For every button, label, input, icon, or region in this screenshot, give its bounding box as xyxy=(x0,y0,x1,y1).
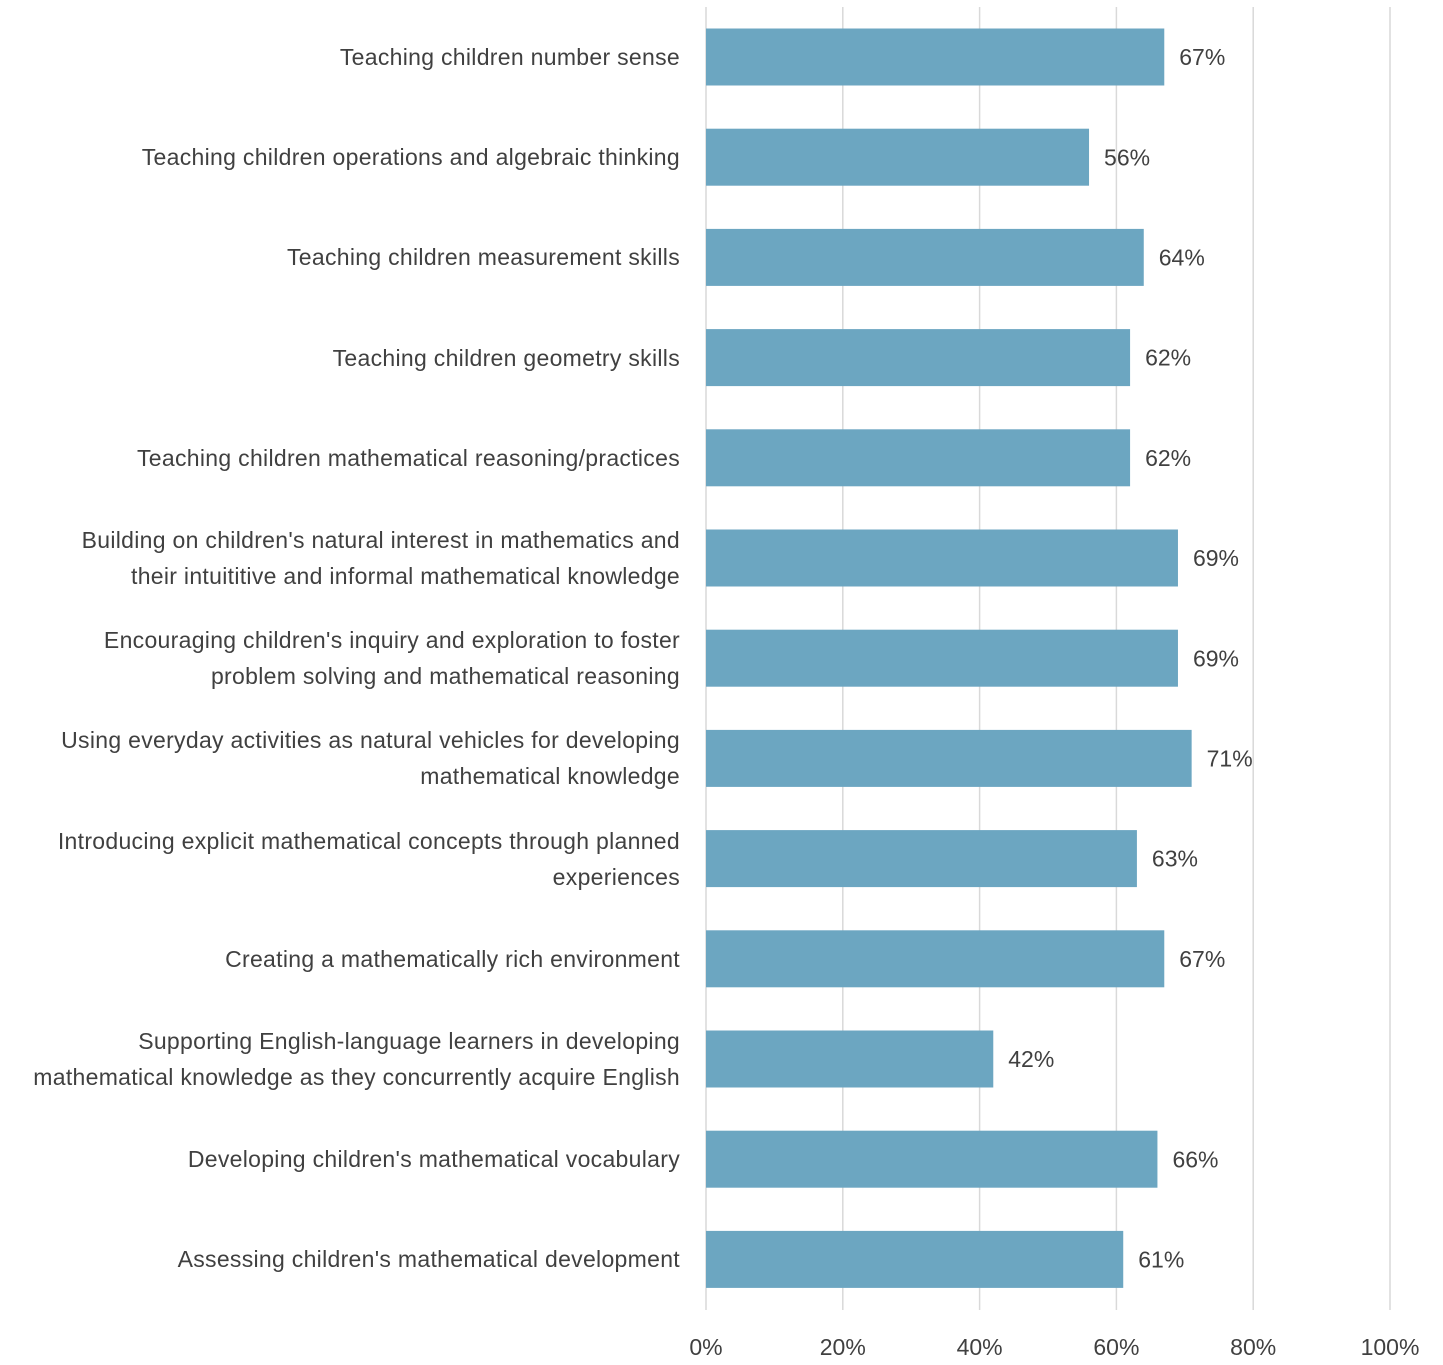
category-label: Introducing explicit mathematical concep… xyxy=(57,827,680,890)
value-label: 56% xyxy=(1104,144,1150,170)
x-tick-label: 0% xyxy=(689,1334,722,1360)
x-tick-label: 40% xyxy=(957,1334,1003,1360)
value-label: 69% xyxy=(1193,545,1239,571)
category-label: Encouraging children's inquiry and explo… xyxy=(103,627,680,690)
bar xyxy=(706,629,1178,687)
category-label: Teaching children mathematical reasoning… xyxy=(137,444,680,471)
bar xyxy=(706,128,1090,186)
category-label: Using everyday activities as natural veh… xyxy=(61,727,680,790)
bar xyxy=(706,1130,1158,1188)
value-label: 66% xyxy=(1172,1146,1218,1172)
category-label: Supporting English-language learners in … xyxy=(33,1028,680,1090)
value-label: 62% xyxy=(1145,345,1191,371)
bar xyxy=(706,28,1165,86)
value-label: 67% xyxy=(1179,44,1225,70)
value-label: 62% xyxy=(1145,445,1191,471)
value-label: 69% xyxy=(1193,645,1239,671)
category-label: Creating a mathematically rich environme… xyxy=(225,945,680,972)
x-tick-label: 20% xyxy=(820,1334,866,1360)
bar xyxy=(706,429,1131,487)
bar xyxy=(706,329,1131,387)
value-label: 42% xyxy=(1008,1046,1054,1072)
category-label: Building on children's natural interest … xyxy=(81,527,680,589)
value-label: 64% xyxy=(1159,244,1205,270)
x-tick-label: 100% xyxy=(1361,1334,1420,1360)
x-tick-label: 80% xyxy=(1230,1334,1276,1360)
bar xyxy=(706,729,1192,787)
category-label: Teaching children geometry skills xyxy=(332,344,680,371)
value-label: 71% xyxy=(1207,745,1253,771)
bar xyxy=(706,228,1144,286)
category-label: Teaching children number sense xyxy=(339,44,680,70)
value-label: 61% xyxy=(1138,1246,1184,1272)
category-label: Teaching children measurement skills xyxy=(286,244,680,271)
value-label: 63% xyxy=(1152,846,1198,872)
category-label: Teaching children operations and algebra… xyxy=(141,144,680,171)
bar xyxy=(706,529,1178,587)
bar xyxy=(706,1230,1124,1288)
bar xyxy=(706,830,1137,888)
bar xyxy=(706,1030,994,1088)
category-label: Assessing children's mathematical develo… xyxy=(177,1246,680,1273)
value-label: 67% xyxy=(1179,946,1225,972)
bar xyxy=(706,930,1165,988)
x-tick-label: 60% xyxy=(1093,1334,1139,1360)
category-label: Developing children's mathematical vocab… xyxy=(187,1146,680,1173)
